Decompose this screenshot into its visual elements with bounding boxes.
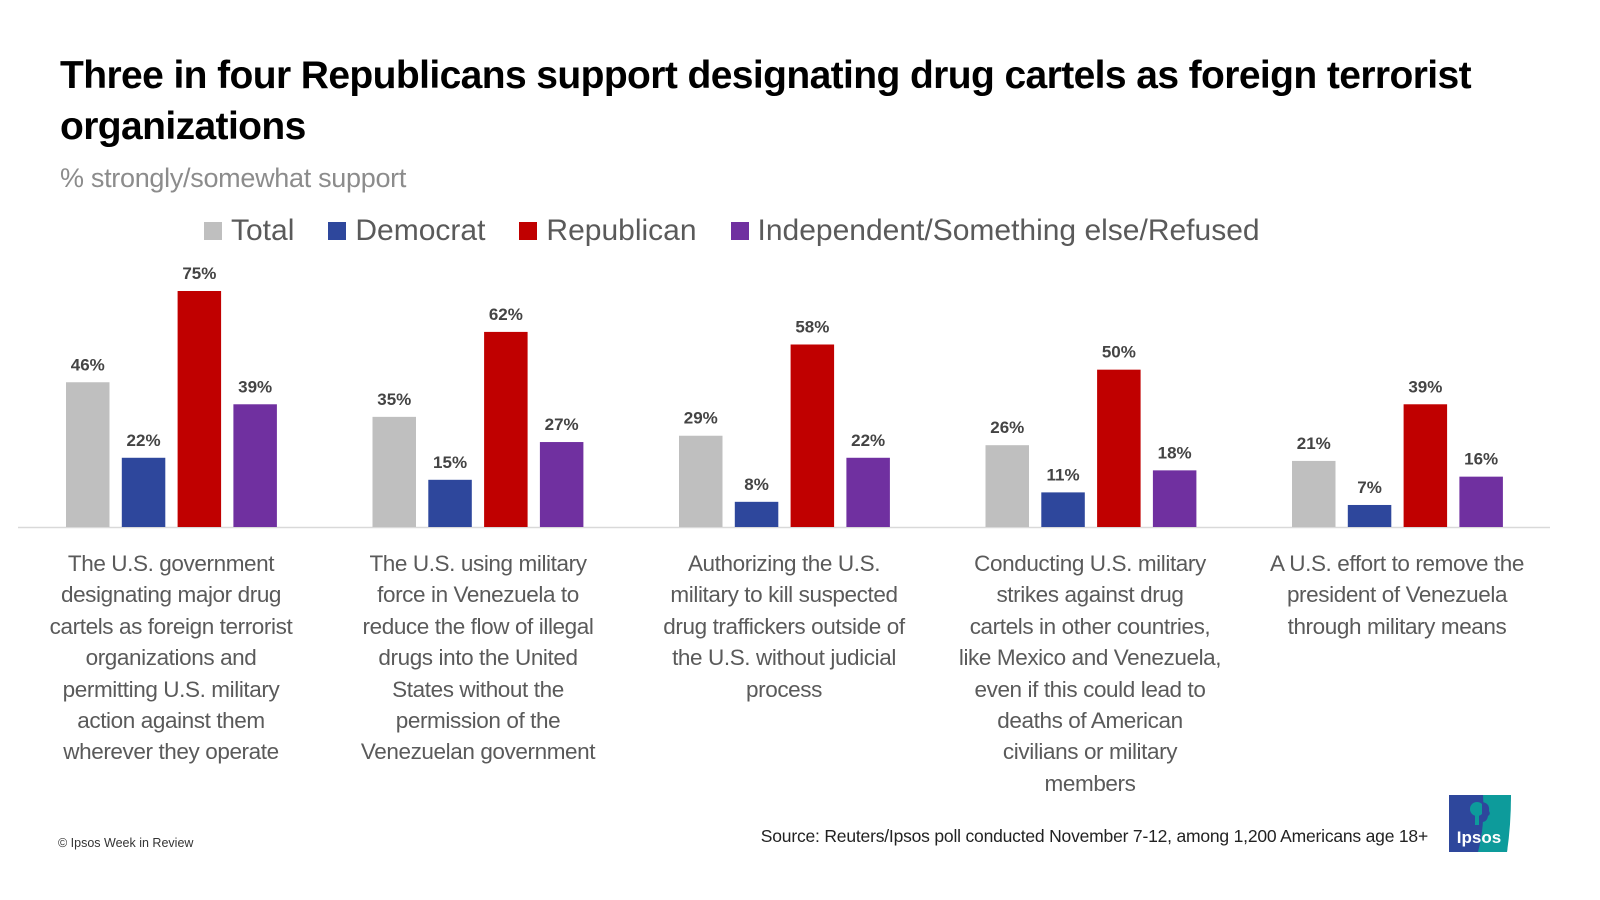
bar-independent	[1152, 470, 1197, 527]
bar-total	[372, 416, 416, 527]
source-note: Source: Reuters/Ipsos poll conducted Nov…	[760, 826, 1428, 846]
bar-group-1: 46% 22% 75% 39%	[66, 264, 277, 527]
bar-republican	[1097, 369, 1141, 527]
legend-item-democrat: Democrat	[328, 214, 485, 248]
bar-republican	[790, 344, 835, 527]
value-label-democrat: 22%	[127, 431, 161, 450]
bar-independent	[233, 404, 277, 527]
value-label-democrat: 11%	[1047, 465, 1080, 484]
value-label-independent: 16%	[1464, 450, 1498, 469]
legend-label-total: Total	[231, 214, 295, 247]
bar-independent	[539, 442, 584, 527]
category-label: The U.S. government designating major dr…	[49, 551, 293, 765]
category-label: Conducting U.S. military strikes against…	[958, 551, 1222, 796]
bar-republican	[177, 291, 222, 527]
legend-item-independent: Independent/Something else/Refused	[730, 214, 1260, 248]
category-label: A U.S. effort to remove the president of…	[1270, 551, 1524, 639]
legend-swatch-total	[204, 222, 222, 240]
value-label-independent: 27%	[545, 415, 579, 434]
value-label-total: 29%	[684, 409, 718, 428]
bar-republican	[1403, 404, 1448, 527]
bar-total	[985, 445, 1029, 527]
legend-item-total: Total	[204, 214, 294, 248]
bar-independent	[846, 457, 890, 527]
bar-democrat	[1041, 492, 1085, 527]
value-label-republican: 39%	[1408, 377, 1442, 396]
legend-label-republican: Republican	[546, 214, 697, 247]
legend-item-republican: Republican	[519, 214, 697, 248]
copyright: © Ipsos Week in Review	[58, 836, 194, 850]
value-label-independent: 22%	[851, 431, 885, 450]
value-label-republican: 62%	[489, 305, 523, 324]
value-label-total: 46%	[71, 355, 105, 374]
value-label-democrat: 7%	[1357, 478, 1382, 497]
category-label: Authorizing the U.S. military to kill su…	[663, 551, 905, 702]
bar-group-2: 35% 15% 62% 27%	[372, 305, 584, 527]
legend-label-democrat: Democrat	[355, 214, 486, 247]
value-label-independent: 39%	[238, 377, 272, 396]
bar-total	[1292, 460, 1336, 527]
value-label-democrat: 8%	[744, 475, 769, 494]
bar-group-4: 26% 11% 50% 18%	[985, 343, 1197, 527]
value-label-total: 26%	[990, 418, 1024, 437]
category-label: The U.S. using military force in Venezue…	[360, 551, 596, 765]
ipsos-logo: Ipsos	[1449, 795, 1511, 852]
legend-swatch-republican	[519, 222, 538, 240]
value-label-republican: 50%	[1102, 343, 1136, 362]
ipsos-logo-text: Ipsos	[1457, 828, 1501, 847]
chart-title: Three in four Republicans support design…	[60, 54, 1472, 148]
value-label-total: 35%	[377, 390, 411, 409]
legend-swatch-democrat	[328, 222, 347, 240]
bar-total	[66, 382, 110, 527]
legend: Total Democrat Republican Independent/So…	[204, 214, 1294, 248]
bar-democrat	[1347, 504, 1392, 527]
bar-group-3: 29% 8% 58% 22%	[679, 317, 890, 527]
bar-democrat	[734, 501, 779, 527]
value-label-independent: 18%	[1158, 443, 1192, 462]
value-label-democrat: 15%	[433, 453, 467, 472]
legend-label-independent: Independent/Something else/Refused	[757, 214, 1260, 247]
bar-total	[679, 435, 723, 527]
bar-democrat	[121, 457, 166, 527]
bar-independent	[1459, 476, 1503, 527]
bar-republican	[484, 331, 528, 527]
value-label-total: 21%	[1297, 434, 1331, 453]
value-label-republican: 75%	[182, 264, 216, 283]
chart-subtitle: % strongly/somewhat support	[60, 163, 407, 193]
value-label-republican: 58%	[795, 317, 829, 336]
legend-swatch-independent	[730, 222, 749, 240]
bar-group-5: 21% 7% 39% 16%	[1292, 377, 1503, 527]
bar-democrat	[428, 479, 472, 527]
